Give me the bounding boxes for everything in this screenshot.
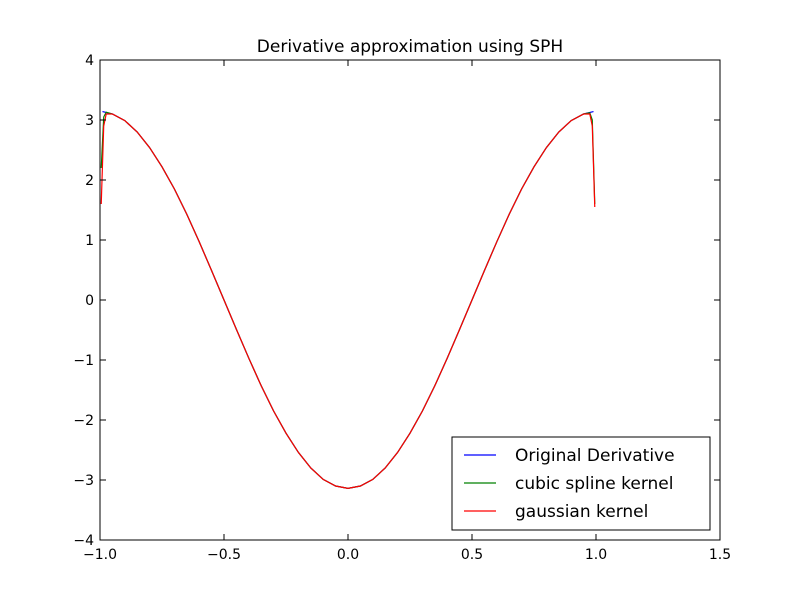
y-tick-label: 2: [85, 173, 94, 189]
y-tick-label: 1: [85, 233, 94, 249]
legend-items: Original Derivative cubic spline kernel ga…: [464, 446, 675, 522]
x-tick-label: −1.0: [83, 547, 117, 563]
x-tick-label: 0.5: [461, 547, 483, 563]
x-tick-label: 0.0: [337, 547, 359, 563]
x-tick-label: −0.5: [207, 547, 241, 563]
y-tick-label: −1: [73, 353, 94, 369]
chart-title: Derivative approximation using SPH: [257, 37, 563, 57]
legend-label-1: cubic spline kernel: [515, 474, 673, 494]
legend-label-2: gaussian kernel: [515, 502, 648, 522]
legend: Original Derivative cubic spline kernel ga…: [451, 436, 711, 531]
y-tick-label: 0: [85, 293, 94, 309]
y-tick-label: −3: [73, 473, 94, 489]
tick-layer: −1.0 −0.5 0.0 0.5 1.0 1.5 −4 −3 −2 −1 0 1 2 3 4: [73, 53, 731, 563]
x-tick-label: 1.5: [709, 547, 731, 563]
legend-label-0: Original Derivative: [515, 446, 675, 466]
y-tick-label: 3: [85, 113, 94, 129]
y-tick-label: −4: [73, 533, 94, 549]
series-line-2: [100, 113, 596, 490]
series-layer: [100, 111, 596, 490]
x-tick-label: 1.0: [585, 547, 607, 563]
y-tick-label: −2: [73, 413, 94, 429]
y-tick-label: 4: [85, 53, 94, 69]
